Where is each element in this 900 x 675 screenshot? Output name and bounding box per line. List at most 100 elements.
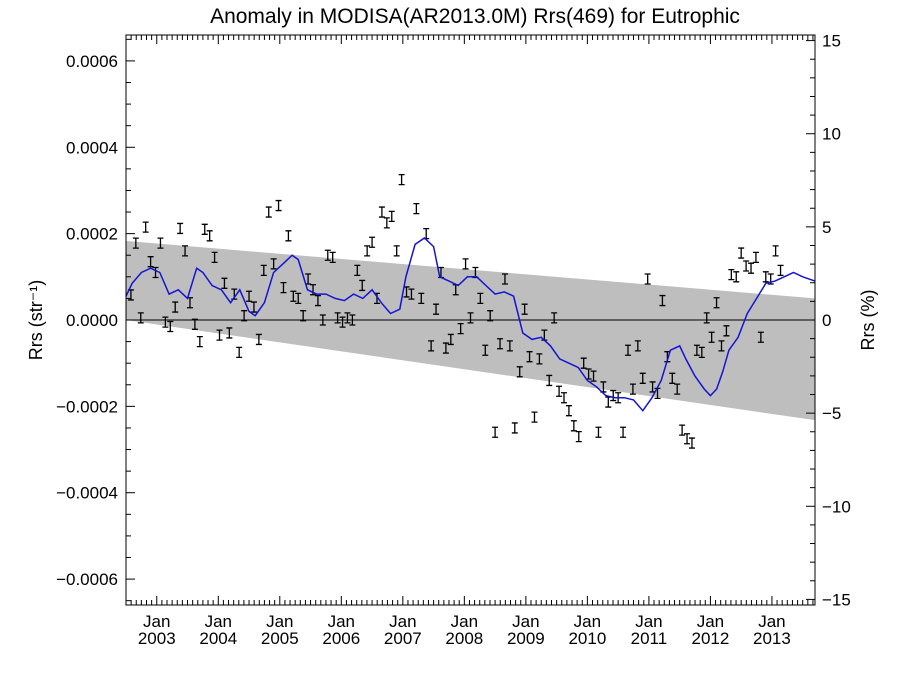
error-bar-110 [669, 372, 676, 384]
error-bar-72 [482, 344, 489, 356]
x-tick-year-10: 2013 [753, 629, 791, 648]
left-y-axis: 0.0006 0.0004 0.0002 0.0000 −0.0002 −0.0004 −0… [56, 38, 135, 602]
y-left-tick-label-6: −0.0006 [56, 570, 118, 589]
error-bar-76 [501, 273, 508, 285]
x-tick-year-9: 2012 [692, 629, 730, 648]
error-bar-100 [620, 426, 627, 438]
error-bar-46 [354, 264, 361, 276]
x-tick-year-1: 2004 [199, 629, 237, 648]
error-bar-60 [423, 227, 430, 240]
x-tick-month-9: Jan [697, 612, 724, 631]
error-bar-32 [285, 230, 292, 242]
error-bar-124 [738, 247, 745, 259]
error-bar-20 [226, 327, 233, 339]
x-tick-year-8: 2011 [631, 629, 668, 648]
error-bar-127 [752, 251, 759, 264]
x-tick-year-6: 2009 [507, 629, 545, 648]
error-bar-28 [265, 206, 272, 218]
error-bar-44 [344, 312, 351, 324]
y-left-tick-label-2: 0.0002 [66, 225, 118, 244]
error-bar-52 [383, 217, 390, 229]
error-bar-81 [526, 351, 533, 363]
error-bar-25 [250, 301, 257, 313]
x-tick-month-5: Jan [451, 612, 478, 631]
error-bar-71 [477, 292, 484, 305]
error-bar-132 [777, 264, 784, 276]
error-bar-80 [521, 303, 528, 315]
error-bar-40 [324, 249, 331, 261]
error-bar-62 [433, 303, 440, 315]
error-bar-58 [413, 202, 420, 215]
error-bar-91 [575, 430, 582, 443]
error-bar-33 [290, 290, 297, 302]
error-bar-85 [546, 374, 553, 387]
y-right-tick-label-0: 15 [822, 32, 841, 51]
x-tick-month-8: Jan [635, 612, 662, 631]
error-bar-120 [718, 340, 725, 352]
error-bar-54 [393, 245, 400, 257]
error-bar-89 [565, 405, 572, 417]
error-bar-123 [733, 271, 740, 283]
error-bar-126 [748, 262, 755, 274]
error-bar-87 [556, 385, 563, 397]
y-left-tick-label-1: 0.0004 [66, 138, 118, 157]
error-bar-79 [516, 366, 523, 378]
error-bar-34 [295, 292, 302, 305]
y-right-tick-label-3: 0 [822, 311, 831, 330]
error-bar-59 [418, 292, 425, 305]
error-bar-47 [359, 279, 366, 292]
error-bar-27 [260, 264, 267, 276]
error-bar-131 [772, 245, 779, 257]
y-right-tick-label-2: 5 [822, 218, 831, 237]
error-bar-125 [743, 260, 750, 272]
error-bar-43 [339, 316, 346, 328]
error-bar-31 [280, 281, 287, 294]
error-bar-19 [221, 277, 228, 289]
error-bar-97 [605, 396, 612, 408]
error-bar-8 [167, 320, 174, 333]
error-bar-22 [236, 346, 243, 359]
error-bar-117 [703, 312, 710, 324]
x-tick-month-0: Jan [143, 612, 170, 631]
error-bar-1 [132, 237, 139, 249]
error-bar-29 [270, 258, 277, 270]
error-bar-74 [492, 426, 499, 438]
y-left-tick-label-4: −0.0002 [56, 397, 118, 416]
error-bar-17 [211, 251, 218, 264]
error-bar-86 [551, 312, 558, 324]
error-bar-83 [536, 353, 543, 365]
x-tick-month-3: Jan [328, 612, 355, 631]
y-left-tick-label-3: 0.0000 [66, 311, 118, 330]
error-bar-113 [684, 433, 691, 445]
x-tick-year-4: 2007 [384, 629, 422, 648]
error-bar-115 [693, 344, 700, 356]
error-bar-6 [157, 237, 164, 249]
error-bar-67 [457, 322, 464, 335]
x-tick-month-1: Jan [205, 612, 232, 631]
error-bar-30 [275, 199, 282, 212]
y-right-tick-label-1: 10 [822, 125, 841, 144]
error-bar-88 [561, 392, 568, 404]
error-bar-38 [314, 294, 321, 307]
error-bar-5 [152, 266, 159, 279]
error-bar-53 [388, 210, 395, 223]
error-bar-103 [634, 340, 641, 352]
error-bar-18 [216, 329, 223, 341]
error-bar-98 [610, 389, 617, 402]
x-tick-month-2: Jan [266, 612, 293, 631]
error-bar-45 [349, 314, 356, 326]
x-tick-month-6: Jan [512, 612, 539, 631]
error-bar-75 [497, 338, 504, 350]
error-bar-69 [467, 312, 474, 324]
x-axis: Jan2003Jan2004Jan2005Jan2006Jan2007Jan20… [125, 35, 814, 648]
error-bar-14 [196, 335, 203, 348]
error-bar-95 [595, 426, 602, 438]
error-bar-78 [511, 422, 518, 434]
error-bar-90 [570, 420, 577, 432]
error-bar-68 [462, 258, 469, 270]
error-bar-94 [590, 370, 597, 382]
y-right-tick-label-5: −10 [822, 497, 851, 516]
error-bar-121 [723, 325, 730, 337]
error-bar-24 [246, 290, 253, 302]
